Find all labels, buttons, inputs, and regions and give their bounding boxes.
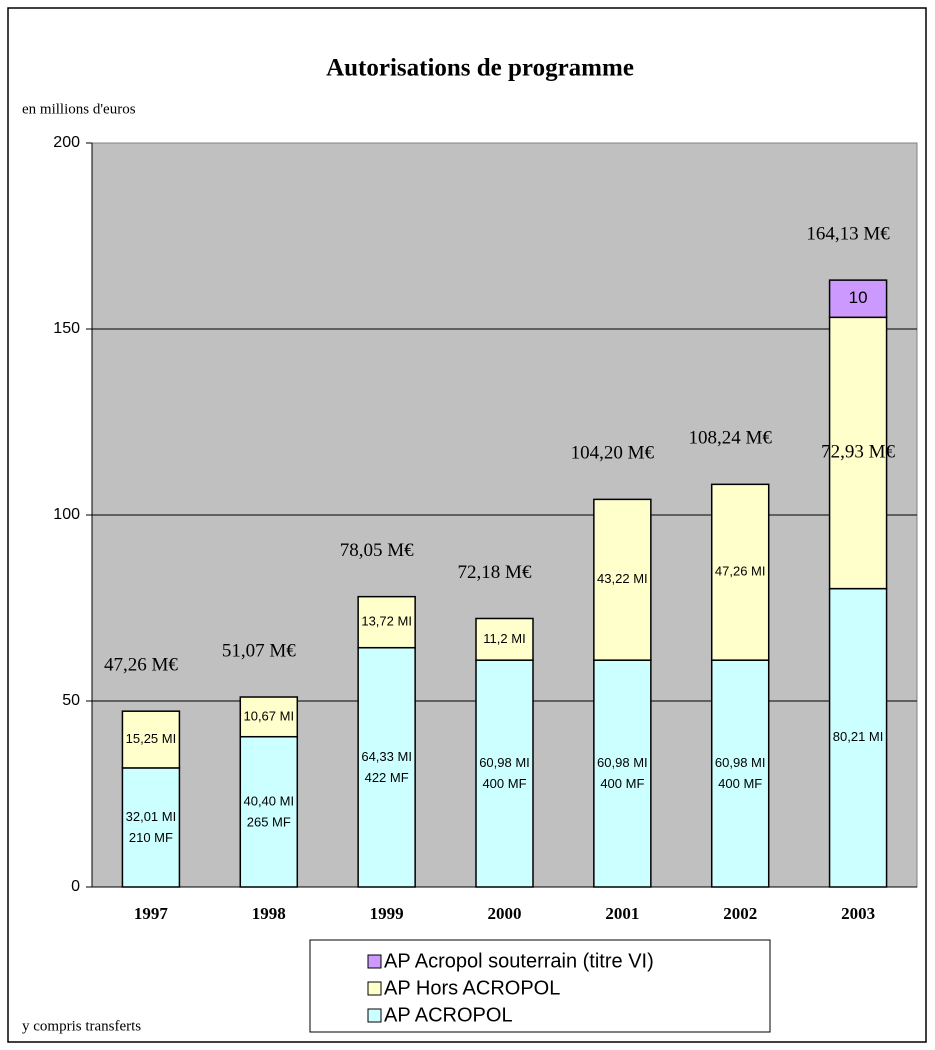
data-label: 15,25 MI (126, 731, 177, 746)
bar-segment (828, 316, 888, 590)
x-tick-label: 1999 (370, 904, 404, 923)
bar-segment (121, 710, 181, 769)
legend-label: AP Acropol souterrain (titre VI) (384, 950, 654, 972)
chart-title: Autorisations de programme (326, 55, 634, 82)
bar-segment (593, 659, 652, 888)
data-label: 60,98 MI (479, 755, 530, 770)
bar-segment (828, 279, 888, 319)
data-label: 400 MF (718, 776, 762, 791)
data-label: 60,98 MI (715, 755, 766, 770)
data-label: 11,2 MI (483, 631, 525, 646)
data-label: 10,67 MI (243, 708, 294, 723)
y-tick-label: 150 (53, 320, 80, 337)
bar-segment (828, 587, 888, 888)
bar-segment (357, 595, 416, 649)
total-label: 51,07 M€ (222, 640, 296, 661)
data-label: 64,33 MI (361, 749, 412, 764)
data-label: 210 MF (129, 830, 173, 845)
bar-segment (239, 696, 299, 738)
data-label: 43,22 MI (597, 571, 648, 586)
bar-segment (239, 735, 299, 888)
data-label: 80,21 MI (833, 729, 884, 744)
x-tick-label: 2002 (723, 904, 757, 923)
bar-segment (475, 617, 534, 661)
y-tick-label: 0 (71, 878, 80, 895)
data-label: 13,72 MI (361, 614, 412, 629)
legend-label: AP ACROPOL (384, 1004, 513, 1026)
y-tick-label: 100 (53, 506, 80, 523)
bar-segment (710, 483, 770, 661)
x-tick-label: 2000 (488, 904, 522, 923)
x-tick-label: 1998 (252, 904, 286, 923)
data-label: 422 MF (365, 770, 409, 785)
bar-segment (710, 659, 770, 888)
bar-segment (121, 767, 181, 888)
y-tick-label: 50 (62, 692, 80, 709)
data-label: 40,40 MI (243, 793, 294, 808)
legend-swatch (367, 981, 382, 996)
total-label: 78,05 M€ (340, 540, 414, 561)
bar-segment (475, 659, 534, 888)
total-label: 104,20 M€ (571, 443, 655, 464)
x-tick-label: 2003 (841, 904, 875, 923)
legend-label: AP Hors ACROPOL (384, 977, 560, 999)
y-tick-label: 200 (53, 134, 80, 151)
x-tick-label: 1997 (134, 904, 169, 923)
data-label: 60,98 MI (597, 755, 648, 770)
total-label: 108,24 M€ (689, 428, 773, 449)
data-label: 72,93 M€ (821, 441, 895, 462)
footnote: y compris transferts (22, 1018, 141, 1034)
data-label: 47,26 MI (715, 564, 766, 579)
data-label: 32,01 MI (126, 809, 177, 824)
data-label: 400 MF (482, 776, 526, 791)
data-label: 10 (849, 288, 868, 307)
legend-swatch (367, 1008, 382, 1023)
total-label: 164,13 M€ (806, 223, 890, 244)
total-label: 47,26 M€ (104, 655, 178, 676)
total-label: 72,18 M€ (458, 562, 532, 583)
legend (309, 939, 771, 1033)
data-label: 400 MF (600, 776, 644, 791)
data-label: 265 MF (247, 814, 291, 829)
bar-segment (357, 646, 416, 888)
bar-segment (593, 498, 652, 661)
y-axis-label: en millions d'euros (22, 101, 136, 117)
x-tick-label: 2001 (605, 904, 639, 923)
legend-swatch (367, 954, 382, 969)
